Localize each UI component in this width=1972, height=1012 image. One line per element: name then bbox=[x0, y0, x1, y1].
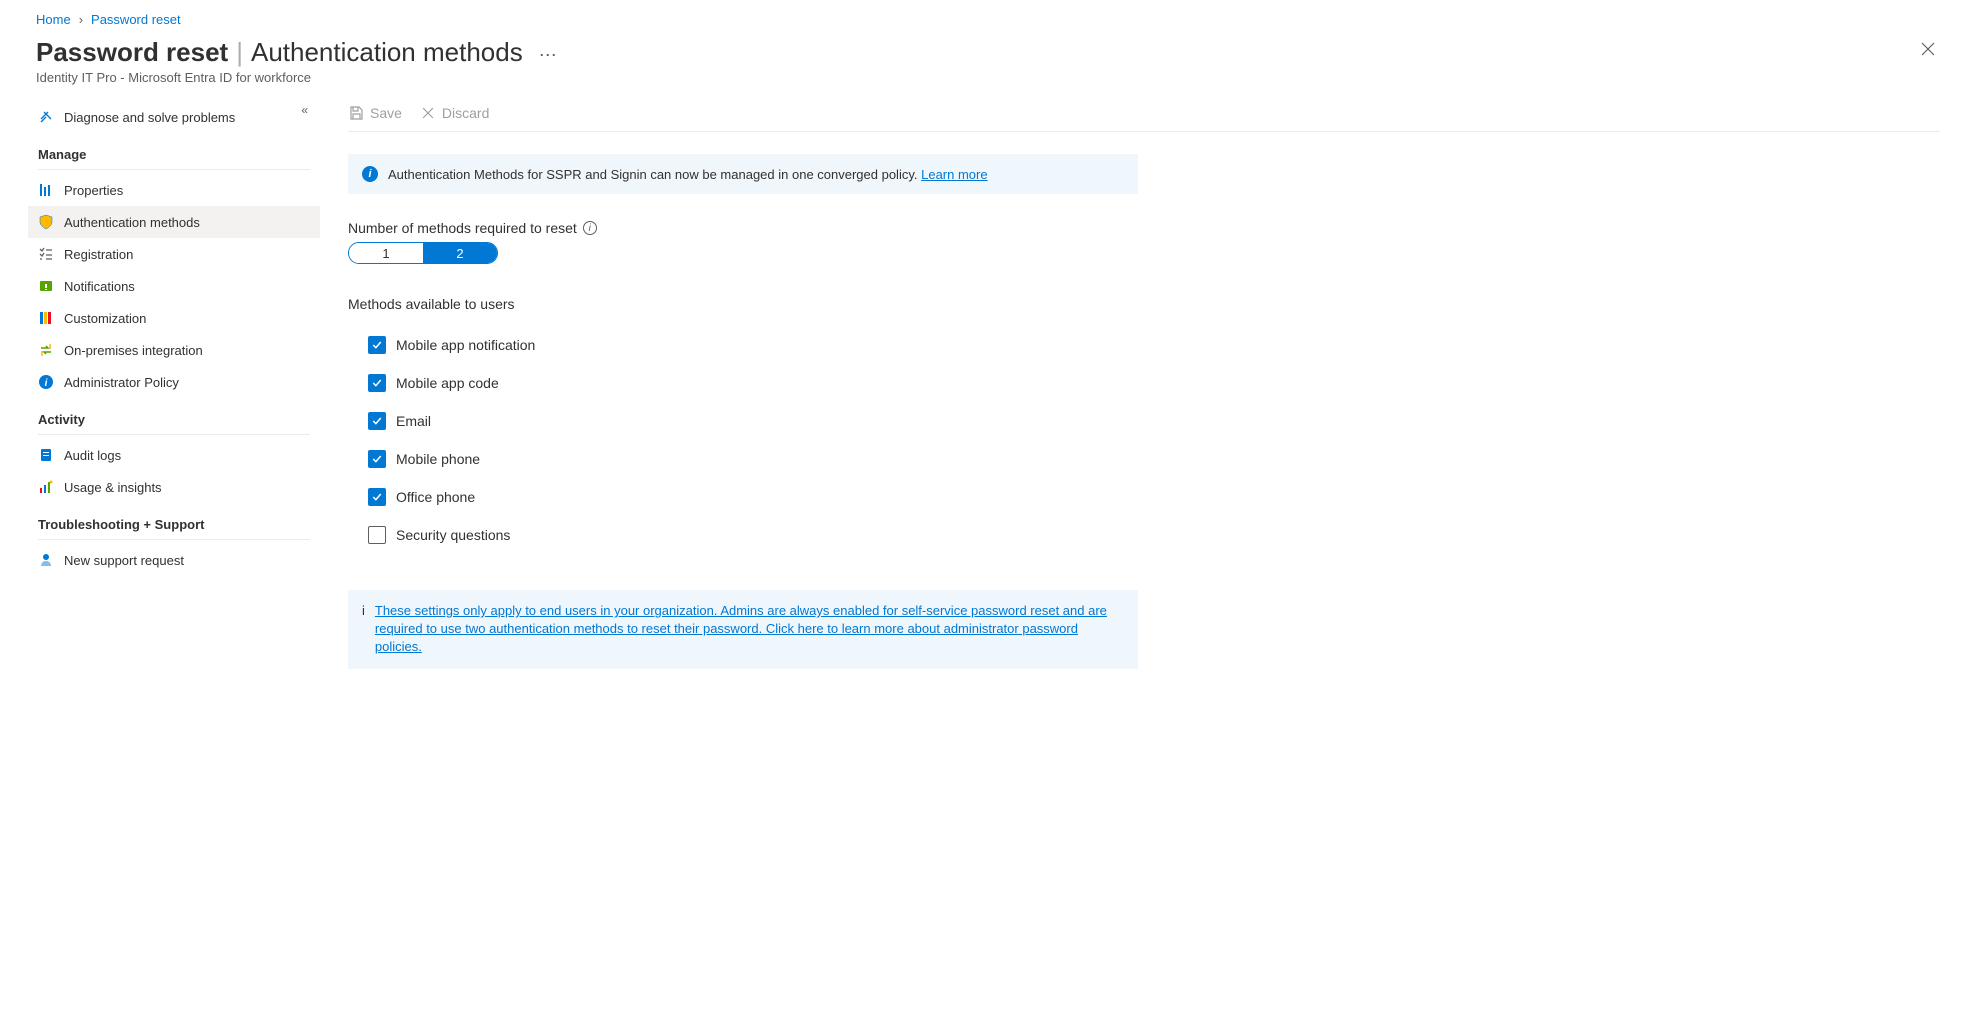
method-checkbox[interactable] bbox=[368, 450, 386, 468]
main-content: Save Discard i Authentication Methods fo… bbox=[320, 101, 1948, 669]
banner-text: Authentication Methods for SSPR and Sign… bbox=[388, 167, 917, 182]
insights-icon bbox=[38, 479, 54, 495]
save-icon bbox=[348, 105, 364, 121]
method-row: Security questions bbox=[348, 516, 1940, 554]
method-row: Mobile app code bbox=[348, 364, 1940, 402]
method-label: Office phone bbox=[396, 489, 475, 505]
divider bbox=[38, 539, 310, 540]
breadcrumb: Home › Password reset bbox=[24, 8, 1948, 37]
info-banner-footer: i These settings only apply to end users… bbox=[348, 590, 1138, 669]
method-label: Mobile app code bbox=[396, 375, 499, 391]
properties-icon bbox=[38, 182, 54, 198]
notifications-icon bbox=[38, 278, 54, 294]
info-icon: i bbox=[38, 374, 54, 390]
sidebar-item-registration[interactable]: Registration bbox=[28, 238, 320, 270]
sidebar-item-audit-logs[interactable]: Audit logs bbox=[28, 439, 320, 471]
sidebar-item-label: Administrator Policy bbox=[64, 375, 179, 390]
save-label: Save bbox=[370, 105, 402, 121]
sidebar-item-label: Authentication methods bbox=[64, 215, 200, 230]
method-row: Mobile phone bbox=[348, 440, 1940, 478]
logs-icon bbox=[38, 447, 54, 463]
page-subtitle: Identity IT Pro - Microsoft Entra ID for… bbox=[36, 70, 559, 85]
shield-icon bbox=[38, 214, 54, 230]
methods-required-toggle: 12 bbox=[348, 242, 498, 264]
methods-required-option-1[interactable]: 1 bbox=[349, 243, 423, 263]
customization-icon bbox=[38, 310, 54, 326]
divider bbox=[38, 169, 310, 170]
more-actions-icon[interactable]: ⋯ bbox=[539, 45, 559, 66]
support-icon bbox=[38, 552, 54, 568]
sidebar-item-label: Audit logs bbox=[64, 448, 121, 463]
sidebar-item-label: New support request bbox=[64, 553, 184, 568]
methods-available-list: Mobile app notification Mobile app code Em… bbox=[348, 326, 1940, 554]
sidebar-item-label: Notifications bbox=[64, 279, 135, 294]
method-label: Mobile phone bbox=[396, 451, 480, 467]
info-icon: i bbox=[362, 166, 378, 182]
info-icon: i bbox=[362, 602, 365, 657]
sync-icon bbox=[38, 342, 54, 358]
admin-policy-note-link[interactable]: These settings only apply to end users i… bbox=[375, 602, 1124, 657]
info-tooltip-icon[interactable]: i bbox=[583, 221, 597, 235]
method-row: Email bbox=[348, 402, 1940, 440]
sidebar-item-usage[interactable]: Usage & insights bbox=[28, 471, 320, 503]
method-label: Email bbox=[396, 413, 431, 429]
sidebar-item-label: On-premises integration bbox=[64, 343, 203, 358]
sidebar-section-troubleshoot: Troubleshooting + Support bbox=[28, 503, 320, 536]
method-checkbox[interactable] bbox=[368, 336, 386, 354]
sidebar-item-label: Customization bbox=[64, 311, 146, 326]
method-checkbox[interactable] bbox=[368, 412, 386, 430]
sidebar-item-auth-methods[interactable]: Authentication methods bbox=[28, 206, 320, 238]
methods-required-option-2[interactable]: 2 bbox=[423, 243, 497, 263]
sidebar-item-label: Registration bbox=[64, 247, 133, 262]
sidebar-item-onprem[interactable]: On-premises integration bbox=[28, 334, 320, 366]
sidebar-item-diagnose[interactable]: Diagnose and solve problems bbox=[28, 101, 320, 133]
breadcrumb-separator-icon: › bbox=[79, 12, 83, 27]
discard-label: Discard bbox=[442, 105, 489, 121]
sidebar-section-activity: Activity bbox=[28, 398, 320, 431]
breadcrumb-current[interactable]: Password reset bbox=[91, 12, 181, 27]
sidebar-section-manage: Manage bbox=[28, 133, 320, 166]
page-title-strong: Password reset bbox=[36, 37, 228, 68]
sidebar-item-new-support[interactable]: New support request bbox=[28, 544, 320, 576]
save-button[interactable]: Save bbox=[348, 105, 402, 121]
info-banner-converged: i Authentication Methods for SSPR and Si… bbox=[348, 154, 1138, 194]
method-row: Mobile app notification bbox=[348, 326, 1940, 364]
discard-icon bbox=[420, 105, 436, 121]
sidebar: « Diagnose and solve problems Manage Pro… bbox=[24, 101, 320, 669]
method-row: Office phone bbox=[348, 478, 1940, 516]
toolbar: Save Discard bbox=[348, 101, 1940, 132]
sidebar-item-admin-policy[interactable]: i Administrator Policy bbox=[28, 366, 320, 398]
page-title-light: Authentication methods bbox=[251, 37, 523, 68]
collapse-sidebar-icon[interactable]: « bbox=[301, 103, 308, 117]
method-checkbox[interactable] bbox=[368, 488, 386, 506]
sidebar-item-label: Diagnose and solve problems bbox=[64, 110, 235, 125]
method-label: Security questions bbox=[396, 527, 510, 543]
sidebar-item-properties[interactable]: Properties bbox=[28, 174, 320, 206]
sidebar-item-notifications[interactable]: Notifications bbox=[28, 270, 320, 302]
method-checkbox[interactable] bbox=[368, 526, 386, 544]
methods-available-label: Methods available to users bbox=[348, 296, 1940, 312]
sidebar-item-label: Usage & insights bbox=[64, 480, 162, 495]
checklist-icon bbox=[38, 246, 54, 262]
learn-more-link[interactable]: Learn more bbox=[921, 167, 987, 182]
page-title-separator: | bbox=[236, 37, 243, 68]
sidebar-item-label: Properties bbox=[64, 183, 123, 198]
discard-button[interactable]: Discard bbox=[420, 105, 489, 121]
methods-required-label: Number of methods required to reset bbox=[348, 220, 577, 236]
method-label: Mobile app notification bbox=[396, 337, 535, 353]
method-checkbox[interactable] bbox=[368, 374, 386, 392]
sidebar-item-customization[interactable]: Customization bbox=[28, 302, 320, 334]
breadcrumb-home[interactable]: Home bbox=[36, 12, 71, 27]
svg-text:i: i bbox=[45, 378, 48, 389]
close-icon[interactable] bbox=[1920, 41, 1936, 57]
divider bbox=[38, 434, 310, 435]
tools-icon bbox=[38, 109, 54, 125]
